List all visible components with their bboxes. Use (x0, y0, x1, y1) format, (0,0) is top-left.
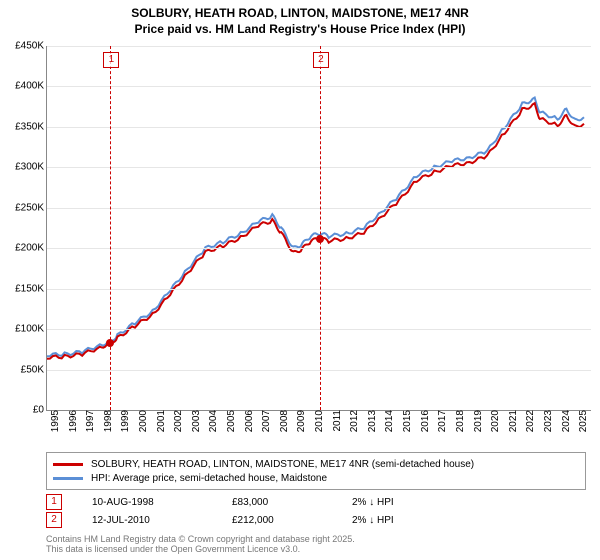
x-tick-label: 2020 (490, 410, 501, 450)
transaction-price: £212,000 (232, 515, 352, 526)
x-tick-label: 2014 (384, 410, 395, 450)
marker-label-2: 2 (313, 52, 329, 68)
x-tick-label: 2021 (508, 410, 519, 450)
x-tick-label: 2010 (314, 410, 325, 450)
x-tick-label: 2015 (402, 410, 413, 450)
legend-box: SOLBURY, HEATH ROAD, LINTON, MAIDSTONE, … (46, 452, 586, 490)
x-tick-label: 2017 (437, 410, 448, 450)
x-tick-label: 2013 (367, 410, 378, 450)
x-tick-label: 2023 (543, 410, 554, 450)
legend-swatch (53, 477, 83, 480)
y-tick-label: £0 (33, 405, 44, 416)
x-tick-label: 2004 (208, 410, 219, 450)
x-tick-label: 1995 (50, 410, 61, 450)
x-tick-label: 2019 (473, 410, 484, 450)
transaction-pct: 2% ↓ HPI (352, 515, 452, 526)
x-tick-label: 2009 (296, 410, 307, 450)
transaction-number-box: 2 (46, 512, 62, 528)
legend-label: HPI: Average price, semi-detached house,… (91, 473, 327, 484)
transaction-pct: 2% ↓ HPI (352, 497, 452, 508)
x-tick-label: 2018 (455, 410, 466, 450)
x-tick-label: 2002 (173, 410, 184, 450)
marker-dot-1 (106, 339, 114, 347)
x-tick-label: 1998 (103, 410, 114, 450)
transaction-number-box: 1 (46, 494, 62, 510)
y-tick-label: £200K (15, 243, 44, 254)
x-tick-label: 2025 (578, 410, 589, 450)
title-line2: Price paid vs. HM Land Registry's House … (0, 22, 600, 38)
footer-line1: Contains HM Land Registry data © Crown c… (46, 534, 355, 544)
x-tick-label: 2006 (244, 410, 255, 450)
chart-title: SOLBURY, HEATH ROAD, LINTON, MAIDSTONE, … (0, 0, 600, 37)
x-tick-label: 2024 (561, 410, 572, 450)
chart-plot-area: 12 (46, 46, 591, 411)
x-tick-label: 1996 (68, 410, 79, 450)
y-tick-label: £400K (15, 81, 44, 92)
series-property (47, 103, 584, 359)
x-tick-label: 1997 (85, 410, 96, 450)
x-tick-label: 2000 (138, 410, 149, 450)
x-tick-label: 2003 (191, 410, 202, 450)
legend-row: HPI: Average price, semi-detached house,… (53, 471, 579, 485)
x-tick-label: 2022 (525, 410, 536, 450)
y-tick-label: £50K (21, 364, 44, 375)
x-tick-label: 2011 (332, 410, 343, 450)
footer-text: Contains HM Land Registry data © Crown c… (46, 534, 355, 555)
y-tick-label: £450K (15, 41, 44, 52)
x-tick-label: 1999 (120, 410, 131, 450)
y-tick-label: £350K (15, 121, 44, 132)
x-tick-label: 2008 (279, 410, 290, 450)
x-tick-label: 2016 (420, 410, 431, 450)
transaction-date: 10-AUG-1998 (92, 497, 232, 508)
x-tick-label: 2005 (226, 410, 237, 450)
marker-dot-2 (316, 235, 324, 243)
transaction-row: 2 12-JUL-2010£212,0002% ↓ HPI (46, 512, 586, 528)
y-tick-label: £100K (15, 324, 44, 335)
x-tick-label: 2007 (261, 410, 272, 450)
title-line1: SOLBURY, HEATH ROAD, LINTON, MAIDSTONE, … (0, 6, 600, 22)
transaction-date: 12-JUL-2010 (92, 515, 232, 526)
y-tick-label: £150K (15, 283, 44, 294)
footer-line2: This data is licensed under the Open Gov… (46, 544, 355, 554)
transaction-price: £83,000 (232, 497, 352, 508)
marker-vline-2 (320, 46, 321, 410)
marker-vline-1 (110, 46, 111, 410)
legend-swatch (53, 463, 83, 466)
y-tick-label: £250K (15, 202, 44, 213)
transactions-table: 1 10-AUG-1998£83,0002% ↓ HPI 2 12-JUL-2010£… (46, 494, 586, 530)
x-tick-label: 2012 (349, 410, 360, 450)
legend-label: SOLBURY, HEATH ROAD, LINTON, MAIDSTONE, … (91, 459, 474, 470)
legend-row: SOLBURY, HEATH ROAD, LINTON, MAIDSTONE, … (53, 457, 579, 471)
x-tick-label: 2001 (156, 410, 167, 450)
marker-label-1: 1 (103, 52, 119, 68)
y-tick-label: £300K (15, 162, 44, 173)
transaction-row: 1 10-AUG-1998£83,0002% ↓ HPI (46, 494, 586, 510)
series-hpi (47, 98, 584, 357)
